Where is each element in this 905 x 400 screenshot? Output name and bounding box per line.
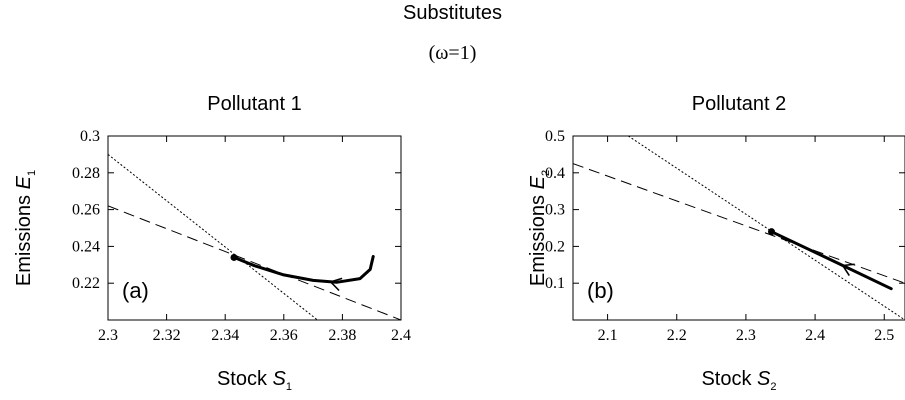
x-tick-label: 2.36 (270, 327, 298, 344)
y-tick-label: 0.24 (72, 238, 100, 255)
x-tick-label: 2.4 (805, 327, 825, 344)
y-tick-label: 0.4 (545, 165, 565, 182)
chart-pollutant-1: Pollutant 1 2.3 2.32 2.34 2.36 2.38 2.4 0.22 0.2… (13, 93, 411, 393)
y-tick-label: 0.3 (80, 128, 100, 145)
plot-frame (107, 135, 402, 321)
y-tick-label: 0.22 (72, 275, 100, 292)
steady-state-point (230, 253, 238, 261)
dashed-line (573, 163, 905, 284)
panel-label: (a) (122, 278, 149, 303)
x-tick-label: 2.38 (328, 327, 356, 344)
dashed-line (108, 205, 401, 320)
series-group (108, 154, 401, 320)
x-tick-label: 2.3 (736, 327, 756, 344)
dotted-line (108, 154, 318, 320)
chart-pollutant-2: Pollutant 2 2.1 2.2 2.3 2.4 2.5 0.1 0.2 0.3 0.4 0.… (527, 93, 905, 393)
saddle-path-curve (770, 230, 893, 291)
figure-subtitle: (ω=1) (428, 42, 477, 64)
dotted-line (628, 136, 905, 320)
y-axis-label: Emissions E2 (527, 170, 552, 286)
x-axis-label: Stock S2 (701, 368, 776, 393)
x-tick-label: 2.4 (391, 327, 411, 344)
plot-frame (572, 135, 905, 321)
y-tick-label: 0.2 (545, 238, 565, 255)
saddle-path-curve (232, 255, 375, 284)
chart-title: Pollutant 2 (692, 93, 787, 115)
x-axis-label: Stock S1 (217, 368, 292, 393)
y-tick-label: 0.1 (545, 275, 565, 292)
y-tick-label: 0.3 (545, 202, 565, 219)
y-axis-label: Emissions E1 (13, 170, 38, 286)
figure-title: Substitutes (403, 2, 502, 24)
x-tick-label: 2.34 (211, 327, 239, 344)
series-group (573, 136, 905, 320)
x-tick-label: 2.5 (874, 327, 894, 344)
x-tick-label: 2.32 (153, 327, 181, 344)
chart-title: Pollutant 1 (207, 93, 302, 115)
direction-arrow (841, 263, 855, 277)
steady-state-point (768, 228, 776, 236)
panel-label: (b) (587, 278, 614, 303)
direction-arrow (329, 277, 343, 292)
y-tick-label: 0.5 (545, 128, 565, 145)
y-tick-label: 0.26 (72, 202, 100, 219)
x-tick-label: 2.2 (667, 327, 687, 344)
x-tick-label: 2.1 (598, 327, 618, 344)
y-tick-label: 0.28 (72, 165, 100, 182)
x-tick-label: 2.3 (98, 327, 118, 344)
